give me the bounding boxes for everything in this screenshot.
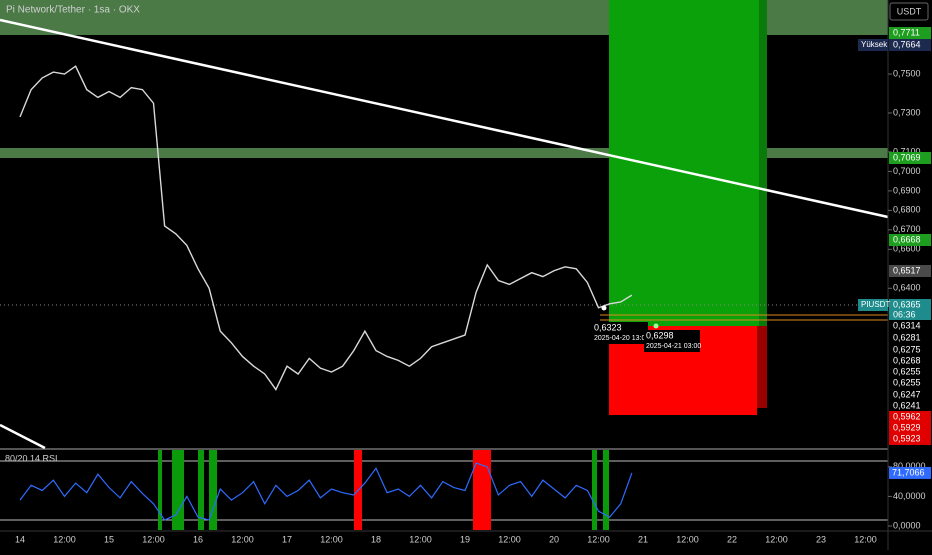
annotation-point <box>653 323 659 329</box>
data-line <box>19 65 633 391</box>
annotation-time: 2025-04-20 13:00 <box>594 335 649 342</box>
annotation-price: 0,6298 <box>646 330 674 340</box>
price-tag-label: 0,6365 <box>893 299 921 309</box>
y-tick-label: 0,7000 <box>893 166 921 176</box>
y-tick-label: 0,0000 <box>893 520 921 530</box>
y-tick-label: 0,7500 <box>893 68 921 78</box>
x-tick-label: 12:00 <box>53 534 76 544</box>
x-tick-label: 12:00 <box>587 534 610 544</box>
annotation-time: 2025-04-21 03:00 <box>646 343 701 350</box>
price-tag-name-label: PIUSDT <box>861 300 890 309</box>
x-tick-label: 14 <box>15 534 25 544</box>
price-tag <box>889 355 931 367</box>
price-tag <box>889 234 931 246</box>
x-tick-label: 19 <box>460 534 470 544</box>
annotation-box <box>644 330 700 352</box>
price-tag <box>889 299 931 311</box>
x-tick-label: 12:00 <box>142 534 165 544</box>
price-tag <box>889 265 931 277</box>
resistance-zone <box>0 148 888 158</box>
y-tick-label: 0,6800 <box>893 205 921 215</box>
price-tag <box>889 344 931 356</box>
x-tick-label: 12:00 <box>498 534 521 544</box>
currency-label[interactable]: USDT <box>897 6 922 16</box>
price-tag <box>889 332 931 344</box>
price-tag-label: 0,7664 <box>893 39 921 49</box>
price-tag-label: 0,6247 <box>893 389 921 399</box>
price-tag <box>889 366 931 378</box>
price-tag <box>889 411 931 423</box>
price-tag-label: 0,6255 <box>893 377 921 387</box>
price-tag-label: 0,5923 <box>893 433 921 443</box>
y-tick-label: 0,6700 <box>893 224 921 234</box>
y-tick-label: 0,7300 <box>893 107 921 117</box>
price-tag-label: 0,6668 <box>893 234 921 244</box>
price-tag-label: 0,5929 <box>893 422 921 432</box>
y-tick-label: 40,0000 <box>893 491 926 501</box>
annotation-price: 0,6323 <box>594 322 622 332</box>
rsi-tag <box>889 466 931 479</box>
price-tag-label: 0,6255 <box>893 366 921 376</box>
price-tag <box>889 39 931 51</box>
price-tag <box>889 433 931 445</box>
x-tick-label: 23 <box>816 534 826 544</box>
x-tick-label: 20 <box>549 534 559 544</box>
rsi-title: 80/20 14 RSI <box>5 453 58 463</box>
annotation-point <box>601 305 607 311</box>
y-tick-label: 0,6600 <box>893 244 921 254</box>
price-tag-label: 0,5962 <box>893 411 921 421</box>
x-tick-label: 15 <box>104 534 114 544</box>
price-tag-label: 0,6314 <box>893 320 921 330</box>
price-tag-label: 0,6517 <box>893 265 921 275</box>
x-tick-label: 12:00 <box>765 534 788 544</box>
annotation-box <box>592 322 648 344</box>
y-tick-label: 0,6900 <box>893 185 921 195</box>
price-tag-name <box>858 299 888 311</box>
price-tag-label: 0,6268 <box>893 355 921 365</box>
price-tag-label: 0,7069 <box>893 152 921 162</box>
x-tick-label: 18 <box>371 534 381 544</box>
price-tag <box>889 27 931 39</box>
price-tag <box>889 400 931 412</box>
trend-line <box>0 423 46 450</box>
price-tag <box>889 152 931 164</box>
x-tick-label: 12:00 <box>409 534 432 544</box>
price-tag <box>889 309 931 321</box>
price-tag-label: 0,6275 <box>893 344 921 354</box>
price-tag <box>889 377 931 389</box>
x-tick-label: 12:00 <box>320 534 343 544</box>
x-tick-label: 21 <box>638 534 648 544</box>
target-box <box>609 0 759 326</box>
trend-line <box>0 18 889 219</box>
x-tick-label: 12:00 <box>676 534 699 544</box>
price-tag <box>889 320 931 332</box>
x-tick-label: 12:00 <box>854 534 877 544</box>
y-tick-label: 0,7100 <box>893 146 921 156</box>
price-tag-name <box>858 39 888 51</box>
y-tick-label: 0,6400 <box>893 283 921 293</box>
price-tag <box>889 389 931 401</box>
price-tag-label: 06:36 <box>893 309 916 319</box>
x-tick-label: 17 <box>282 534 292 544</box>
data-line <box>19 462 633 521</box>
price-tag-label: 0,6241 <box>893 400 921 410</box>
y-tick-label: 80,0000 <box>893 461 926 471</box>
x-tick-label: 12:00 <box>231 534 254 544</box>
x-tick-label: 16 <box>193 534 203 544</box>
chart-title: Pi Network/Tether · 1sa · OKX <box>6 5 140 16</box>
price-tag-label: 0,6281 <box>893 332 921 342</box>
x-tick-label: 22 <box>727 534 737 544</box>
price-tag-name-label: Yüksek <box>861 40 888 49</box>
price-tag <box>889 422 931 434</box>
currency-button[interactable] <box>889 2 929 21</box>
price-tag-label: 0,7711 <box>893 27 920 37</box>
rsi-tag-label: 71,7066 <box>892 467 925 477</box>
